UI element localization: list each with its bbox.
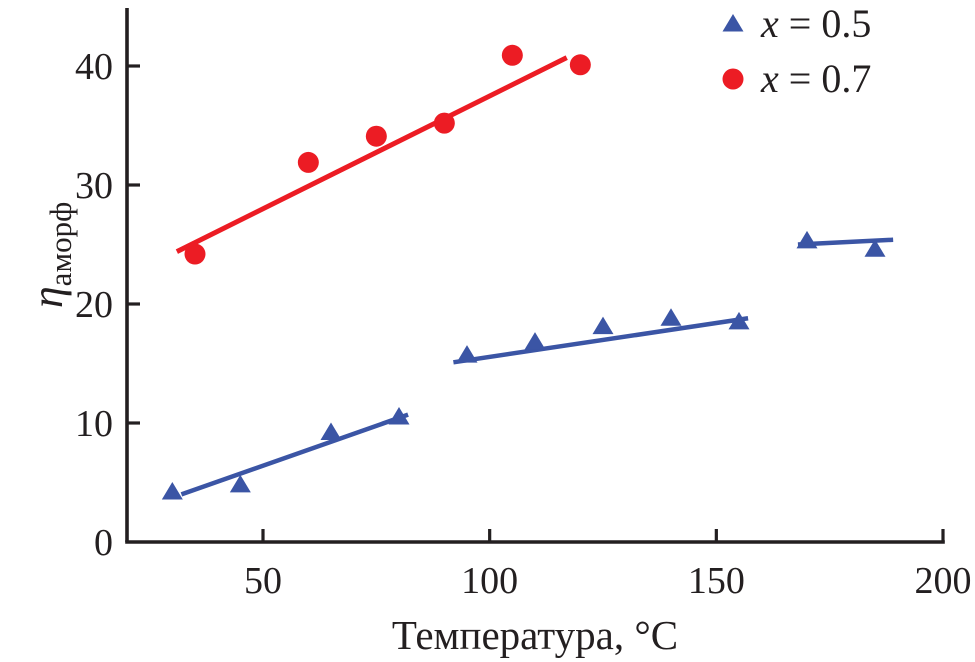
data-point-triangle (456, 345, 478, 363)
x-tick-label: 150 (688, 560, 745, 602)
trendline (180, 412, 409, 497)
data-point-triangle (728, 311, 750, 330)
legend-item: x = 0.7 (722, 56, 871, 101)
y-tick-label: 30 (75, 165, 113, 207)
data-point-triangle (660, 308, 682, 326)
data-point-circle (569, 54, 591, 76)
x-tick-label: 200 (915, 560, 972, 602)
series-x05 (161, 230, 894, 500)
legend-label-var: x (760, 1, 779, 46)
x-tick-label: 50 (244, 560, 282, 602)
series-x07 (175, 44, 591, 265)
data-point-triangle (161, 482, 183, 500)
x-axis-title: Температура, °C (392, 612, 678, 658)
y-tick-label: 0 (94, 522, 113, 564)
legend-label-rest: = 0.7 (779, 56, 872, 101)
legend-label-var: x (760, 56, 779, 101)
y-axis-title-symbol: η (23, 286, 72, 308)
y-tick-label: 20 (75, 284, 113, 326)
data-point-circle (501, 44, 523, 66)
legend-item: x = 0.5 (722, 1, 871, 46)
data-point-triangle (524, 332, 546, 350)
data-point-triangle (229, 474, 251, 493)
data-point-triangle (796, 230, 818, 249)
legend-circle-icon (722, 68, 744, 90)
legend-label: x = 0.7 (760, 56, 871, 101)
legend-triangle-icon (722, 14, 744, 32)
data-point-triangle (320, 422, 342, 441)
y-axis-title: ηаморф (23, 202, 78, 308)
legend: x = 0.5x = 0.7 (722, 1, 871, 101)
data-point-circle (184, 243, 206, 265)
y-tick-label: 40 (75, 46, 113, 88)
legend-label-rest: = 0.5 (779, 1, 872, 46)
trendline (175, 55, 568, 254)
data-point-circle (297, 151, 319, 173)
data-point-circle (433, 112, 455, 134)
trendline (453, 316, 749, 365)
x-tick-label: 100 (461, 560, 518, 602)
data-point-triangle (864, 239, 886, 257)
data-point-triangle (388, 407, 410, 425)
y-tick-label: 10 (75, 403, 113, 445)
data-point-circle (365, 125, 387, 147)
legend-label: x = 0.5 (760, 1, 871, 46)
data-point-triangle (592, 316, 614, 335)
y-axis-title-subscript: аморф (43, 202, 78, 286)
